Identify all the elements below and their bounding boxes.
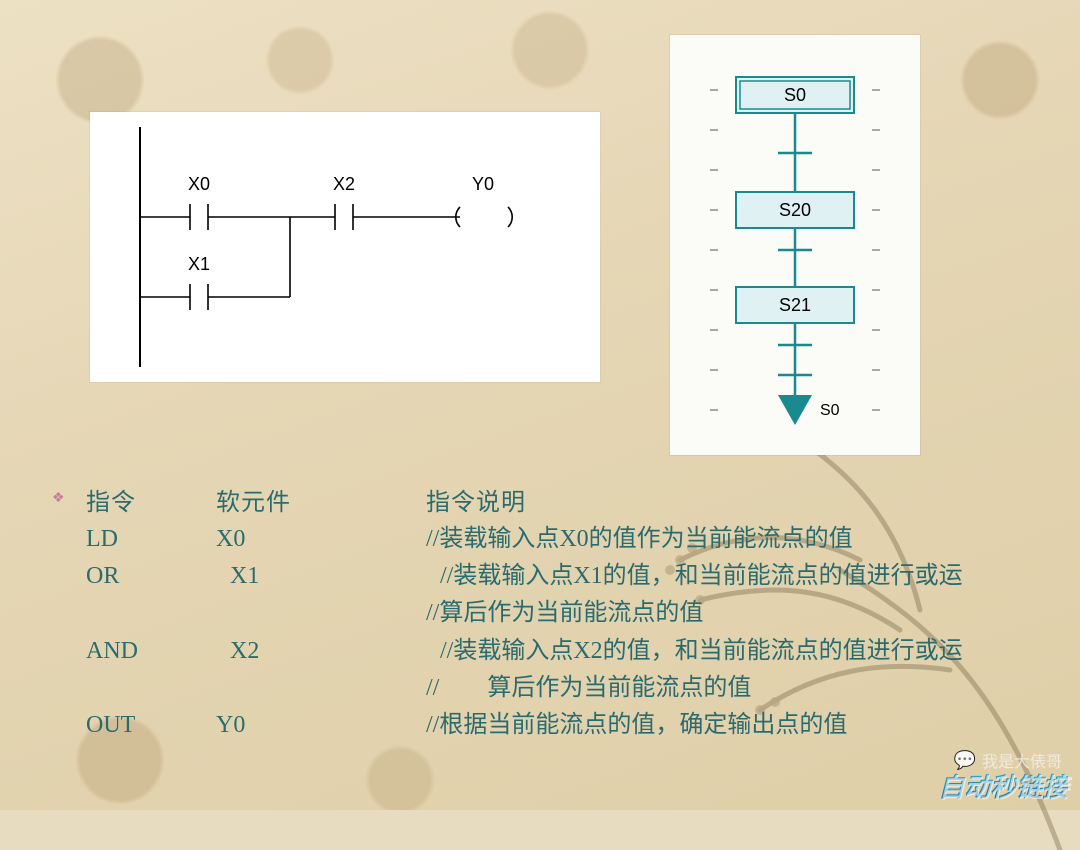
flow-node-s20: S20: [779, 200, 811, 220]
flowchart: S0 S20 S21 S0: [670, 35, 920, 455]
code-body: LDX0//装载输入点X0的值作为当前能流点的值 ORX1//装载输入点X1的值…: [86, 521, 1022, 744]
header-device: 软元件: [216, 482, 426, 517]
flow-node-s0: S0: [784, 85, 806, 105]
ladder-diagram-panel: X0 X1 X2 Y0: [90, 112, 600, 382]
link-watermark: 自动秒链接: [938, 767, 1068, 804]
instruction-block: ❖ 指令 软元件 指令说明 LDX0//装载输入点X0的值作为当前能流点的值 O…: [52, 482, 1022, 744]
code-header: 指令 软元件 指令说明: [86, 482, 526, 517]
contact-label-x0: X0: [188, 174, 210, 194]
flow-node-s21: S21: [779, 295, 811, 315]
contact-label-x1: X1: [188, 254, 210, 274]
header-instr: 指令: [86, 482, 216, 517]
flowchart-panel: S0 S20 S21 S0: [670, 35, 920, 455]
bullet-icon: ❖: [52, 490, 66, 504]
contact-label-x2: X2: [333, 174, 355, 194]
flow-terminal-label: S0: [820, 402, 840, 419]
header-desc: 指令说明: [426, 482, 526, 517]
ladder-diagram: X0 X1 X2 Y0: [90, 112, 600, 382]
coil-label-y0: Y0: [472, 174, 494, 194]
